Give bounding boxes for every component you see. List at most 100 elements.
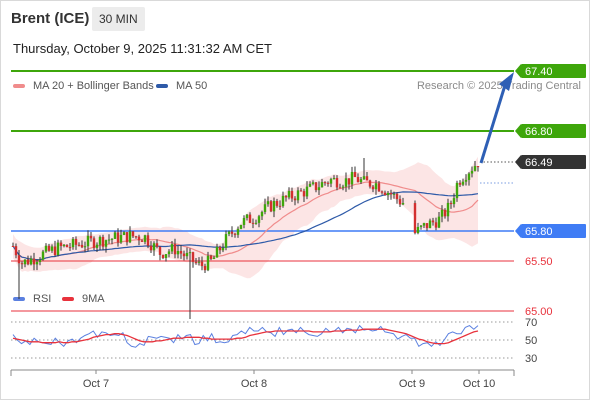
x-tick-label: Oct 10 [463, 378, 495, 390]
candle-body [86, 235, 90, 247]
candle-body [470, 170, 474, 174]
candle-body [320, 182, 324, 188]
candle-body [257, 216, 261, 223]
price-tag-65-80 [521, 224, 586, 238]
ma9-label: 9MA [82, 293, 105, 305]
candle-body [329, 179, 333, 184]
bollinger-band [13, 156, 478, 279]
rsi-tick-50: 50 [525, 335, 537, 347]
candle-body [413, 203, 417, 234]
candle-body [335, 178, 339, 188]
candle-body [287, 190, 291, 198]
x-tick-label: Oct 8 [241, 378, 267, 390]
candle-body [389, 192, 393, 195]
legend-9ma: 9MA [62, 293, 105, 305]
candle-body [92, 238, 96, 248]
candle-body [167, 251, 171, 255]
candle-body [398, 199, 402, 205]
ma20-line [12, 181, 479, 261]
candle-body [314, 182, 318, 191]
candle-body [185, 252, 189, 257]
candle-body [416, 226, 420, 234]
candle-body [362, 176, 366, 180]
candle-body [419, 225, 423, 227]
candle-body [305, 186, 309, 197]
candle-body [428, 220, 432, 229]
price-tag-66-49 [521, 155, 586, 169]
candle-body [191, 252, 195, 262]
candle-body [290, 190, 294, 199]
candle-body [221, 247, 225, 251]
candle-body [197, 261, 201, 263]
candle-body [53, 246, 57, 256]
candles [11, 158, 480, 319]
candle-body [392, 193, 396, 195]
candle-body [383, 192, 387, 196]
candle-body [239, 224, 243, 229]
candle-body [236, 228, 240, 235]
candle-body [110, 238, 114, 240]
candle-body [233, 233, 237, 235]
candle-body [188, 252, 192, 254]
instrument-title: Brent (ICE) [11, 10, 90, 27]
price-tag-label-66-49: 66.49 [525, 157, 553, 169]
ma50-line [12, 191, 479, 261]
candle-body [251, 222, 255, 224]
candle-body [149, 245, 153, 251]
candle-body [170, 244, 174, 252]
candle-body [422, 223, 426, 226]
ma20-swatch [13, 84, 25, 88]
candle-body [353, 171, 357, 178]
forecast-arrow-shaft [479, 81, 508, 164]
candle-body [440, 209, 444, 217]
candle-body [218, 246, 222, 251]
candle-body [326, 182, 330, 184]
candle-body [293, 198, 297, 201]
candle-body [140, 240, 144, 242]
candle-body [224, 234, 228, 248]
candle-body [458, 182, 462, 185]
candle-body [113, 232, 117, 239]
candle-body [41, 251, 45, 260]
candle-body [341, 186, 345, 188]
candle-body [455, 182, 459, 199]
candle-body [371, 186, 375, 190]
price-tag-label-66-80: 66.80 [525, 126, 553, 138]
candle-body [59, 242, 63, 247]
candle-body [125, 232, 129, 243]
candle-body [242, 218, 246, 225]
candle-body [260, 211, 264, 217]
candle-body [446, 202, 450, 217]
candle-body [380, 191, 384, 193]
candle-body [434, 222, 438, 228]
candle-body [122, 232, 126, 235]
timestamp: Thursday, October 9, 2025 11:31:32 AM CE… [13, 41, 272, 56]
candle-body [374, 183, 378, 190]
candle-body [116, 232, 120, 243]
candle-body [179, 251, 183, 254]
ma20-label: MA 20 + Bollinger Bands [33, 80, 154, 92]
candle-body [32, 258, 36, 265]
candle-body [266, 201, 270, 205]
timeframe-badge[interactable]: 30 MIN [92, 7, 145, 31]
candle-body [230, 231, 234, 234]
candle-body [275, 200, 279, 206]
candle-body [317, 187, 321, 191]
candle-body [254, 222, 258, 224]
candle-body [206, 255, 210, 271]
candle-body [350, 171, 354, 185]
candle-body [476, 166, 480, 168]
candle-body [164, 254, 168, 259]
candle-body [35, 262, 39, 265]
candle-body [173, 244, 177, 255]
candle-body [227, 231, 231, 235]
candle-body [71, 238, 75, 248]
candle-body [284, 195, 288, 198]
candle-body [14, 246, 18, 256]
candle-body [83, 246, 87, 248]
candle-body [215, 246, 219, 258]
x-tick-label: Oct 7 [83, 378, 109, 390]
candle-body [395, 193, 399, 200]
candle-body [203, 265, 207, 271]
